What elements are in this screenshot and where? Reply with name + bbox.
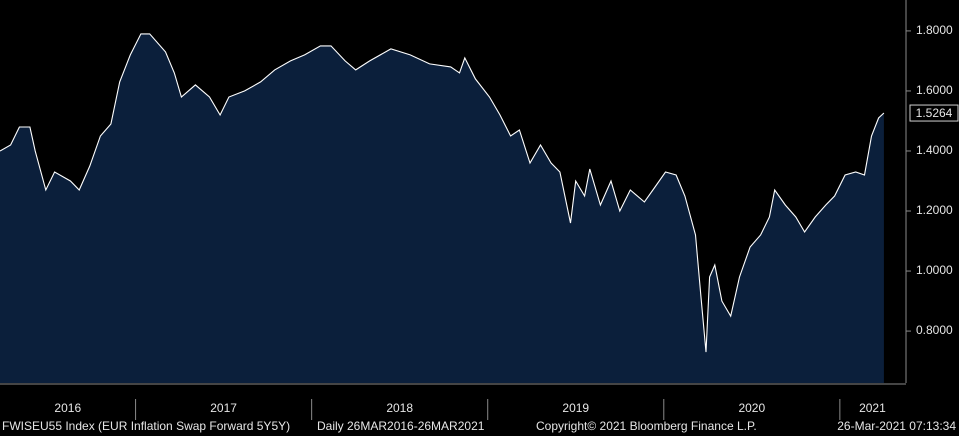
last-value-label: 1.5264 bbox=[916, 106, 953, 120]
x-tick-label: 2020 bbox=[738, 401, 765, 415]
area-fill bbox=[0, 33, 884, 384]
y-tick-label: 1.6000 bbox=[916, 83, 953, 97]
last-value-box bbox=[909, 104, 959, 122]
y-tick-label: 0.8000 bbox=[916, 323, 953, 337]
x-tick-label: 2021 bbox=[859, 401, 886, 415]
x-tick-label: 2018 bbox=[386, 401, 413, 415]
x-tick-label: 2017 bbox=[210, 401, 237, 415]
line bbox=[0, 33, 885, 353]
date-range: Daily 26MAR2016-26MAR2021 bbox=[317, 419, 485, 433]
timestamp: 26-Mar-2021 07:13:34 bbox=[837, 419, 956, 433]
ticker: FWISEU55 Index (EUR Inflation Swap Forwa… bbox=[2, 419, 290, 433]
y-tick-label: 1.8000 bbox=[916, 23, 953, 37]
y-tick-label: 1.2000 bbox=[916, 203, 953, 217]
y-tick-label: 1.4000 bbox=[916, 143, 953, 157]
copyright: Copyright© 2021 Bloomberg Finance L.P. bbox=[536, 419, 757, 433]
y-tick-label: 1.0000 bbox=[916, 263, 953, 277]
x-tick-label: 2016 bbox=[54, 401, 81, 415]
x-tick-label: 2019 bbox=[562, 401, 589, 415]
